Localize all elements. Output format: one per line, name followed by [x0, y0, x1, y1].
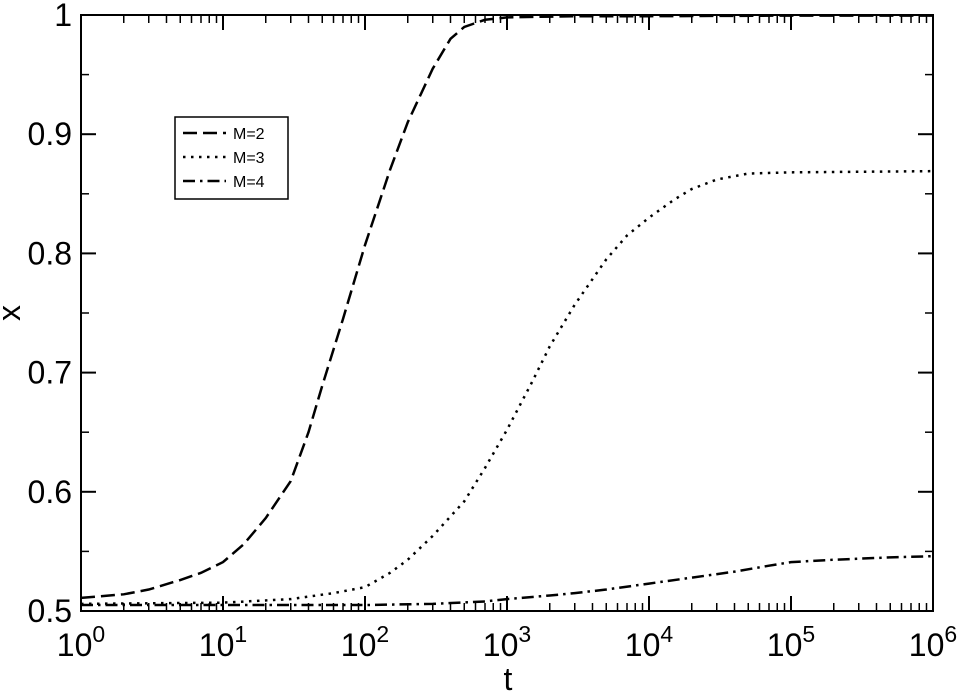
legend-label: M=3: [233, 150, 265, 167]
y-tick-label: 0.8: [28, 235, 72, 271]
x-tick-label: 101: [199, 621, 247, 663]
x-tick-label: 100: [57, 621, 105, 663]
y-tick-labels: 0.5 0.6 0.7 0.8 0.9 1: [28, 0, 72, 629]
x-tick-label: 104: [625, 621, 674, 663]
legend-items: M=2 M=3 M=4: [183, 126, 265, 191]
x-tick-label-exponent: 3: [518, 621, 531, 647]
y-axis-label: x: [0, 305, 27, 321]
x-tick-label-exponent: 0: [92, 621, 105, 647]
x-tick-label-base: 10: [767, 627, 803, 663]
x-tick-label-exponent: 4: [660, 621, 673, 647]
x-axis-label: t: [504, 661, 513, 695]
x-tick-label: 106: [909, 621, 957, 663]
y-tick-label: 1: [54, 0, 72, 33]
y-tick-label: 0.9: [28, 116, 72, 152]
x-tick-label-base: 10: [625, 627, 661, 663]
x-tick-label-base: 10: [909, 627, 945, 663]
y-tick-label: 0.7: [28, 355, 72, 391]
plot-frame: [80, 14, 934, 612]
series-layer: [80, 14, 934, 607]
x-tick-label-base: 10: [199, 627, 235, 663]
x-tick-label: 103: [483, 621, 531, 663]
series-line-1: [80, 14, 933, 600]
x-tick-label-exponent: 2: [376, 621, 389, 647]
y-tick-label: 0.5: [28, 593, 72, 629]
x-tick-label-exponent: 6: [944, 621, 957, 647]
legend-label: M=2: [233, 126, 265, 143]
legend-box: [174, 116, 289, 200]
minor-ticks: [81, 15, 933, 611]
series-line-3: [81, 554, 934, 607]
x-tick-label-exponent: 5: [802, 621, 815, 647]
x-tick-label-exponent: 1: [234, 621, 247, 647]
series-line-2: [80, 169, 934, 606]
y-tick-label: 0.6: [28, 474, 72, 510]
x-tick-label-base: 10: [57, 627, 93, 663]
x-tick-label: 105: [767, 621, 815, 663]
legend: M=2 M=3 M=4: [174, 116, 289, 200]
x-tick-label: 102: [341, 621, 389, 663]
x-tick-label-base: 10: [483, 627, 519, 663]
x-tick-label-base: 10: [341, 627, 377, 663]
legend-label: M=4: [233, 174, 265, 191]
x-tick-labels: 100 101 102 103 104 105 106: [57, 621, 957, 663]
